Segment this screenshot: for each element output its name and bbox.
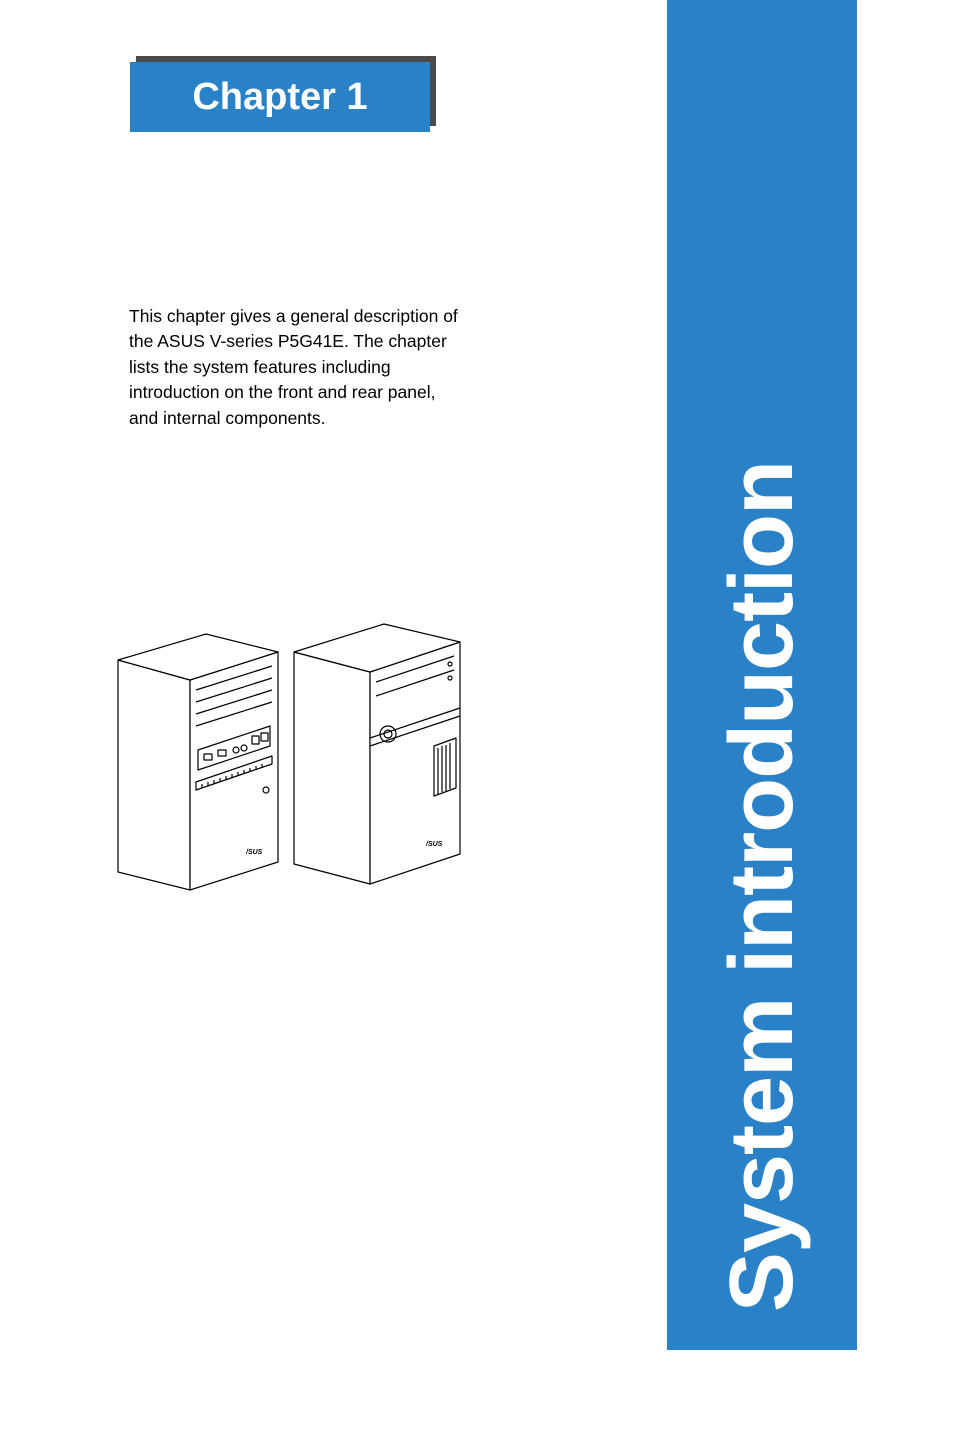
pc-towers-svg: /SUS [108,622,470,902]
sidebar: System introduction [667,0,857,1350]
svg-text:/SUS: /SUS [245,849,263,856]
chapter-badge: Chapter 1 [130,62,430,132]
tower-illustration: /SUS [108,622,470,902]
svg-text:/SUS: /SUS [425,841,443,848]
chapter-title: Chapter 1 [192,76,367,119]
chapter-description: This chapter gives a general description… [129,304,459,431]
badge-shadow-right [430,56,436,126]
sidebar-title: System introduction [711,461,814,1312]
